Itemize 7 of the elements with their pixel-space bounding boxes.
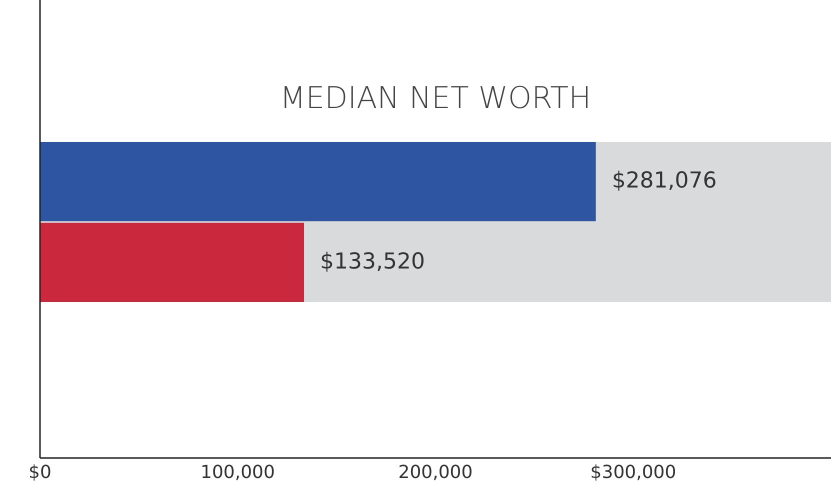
x-tick-label: 200,000 — [398, 462, 473, 482]
data-label: $281,076 — [612, 168, 717, 194]
data-label: $133,520 — [320, 249, 426, 274]
text: MEDIAN NET WORTH — [280, 81, 592, 116]
x-tick-label: 100,000 — [200, 462, 275, 482]
x-tick-label: $300,000 — [590, 462, 676, 482]
x-tick-label: $0 — [28, 462, 52, 482]
